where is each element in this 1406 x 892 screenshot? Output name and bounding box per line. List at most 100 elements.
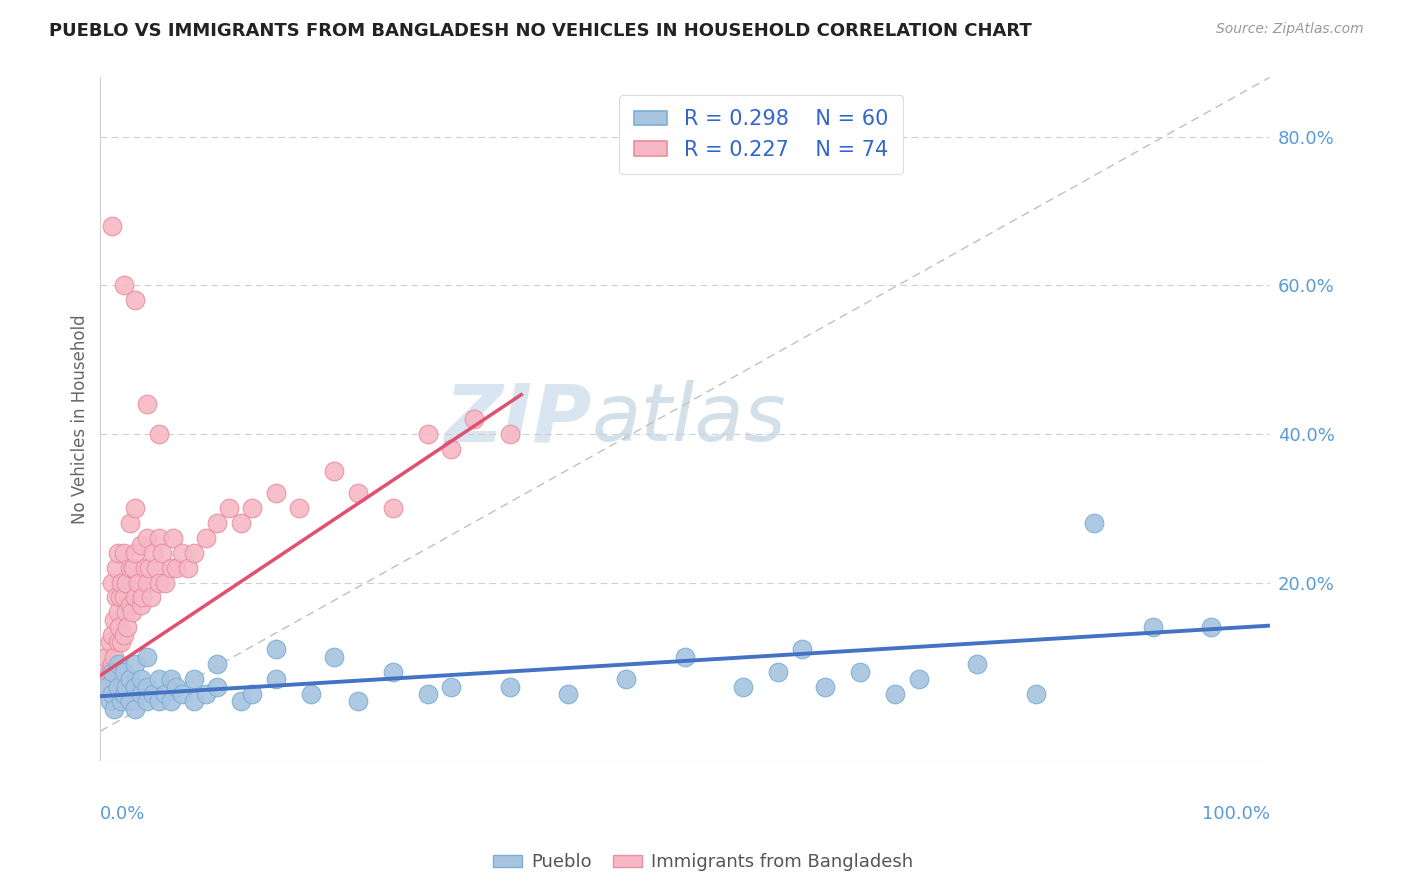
Point (229, 516, 252, 530)
Point (134, 560, 156, 574)
Point (966, 657, 988, 672)
Point (240, 501, 263, 516)
Point (129, 598, 152, 612)
Point (118, 694, 141, 708)
Point (110, 591, 132, 605)
Point (264, 486, 287, 500)
Point (136, 680, 159, 694)
Point (136, 575, 159, 590)
Point (1025, 687, 1047, 701)
Point (153, 575, 176, 590)
Point (124, 501, 146, 516)
Point (673, 649, 696, 664)
Point (96, 649, 118, 664)
Point (346, 694, 368, 708)
Point (129, 538, 152, 552)
Point (124, 680, 146, 694)
Point (207, 680, 229, 694)
Point (150, 546, 173, 560)
Point (122, 560, 145, 574)
Point (124, 546, 146, 560)
Point (159, 560, 181, 574)
Point (112, 278, 135, 293)
Point (416, 427, 439, 442)
Text: PUEBLO VS IMMIGRANTS FROM BANGLADESH NO VEHICLES IN HOUSEHOLD CORRELATION CHART: PUEBLO VS IMMIGRANTS FROM BANGLADESH NO … (49, 22, 1032, 40)
Point (115, 575, 138, 590)
Point (124, 591, 146, 605)
Point (110, 575, 132, 590)
Point (381, 501, 404, 516)
Point (148, 531, 170, 545)
Point (142, 546, 165, 560)
Point (264, 642, 287, 657)
Point (112, 665, 135, 679)
Point (101, 219, 124, 233)
Point (107, 605, 129, 619)
Point (115, 680, 138, 694)
Point (1142, 620, 1164, 634)
Point (101, 665, 124, 679)
Point (165, 560, 187, 574)
Legend: Pueblo, Immigrants from Bangladesh: Pueblo, Immigrants from Bangladesh (485, 847, 921, 879)
Point (183, 546, 205, 560)
Point (127, 575, 149, 590)
Point (346, 486, 368, 500)
Point (172, 546, 194, 560)
Point (112, 687, 135, 701)
Point (814, 680, 837, 694)
Point (148, 575, 170, 590)
Point (101, 575, 124, 590)
Point (118, 598, 141, 612)
Point (194, 531, 217, 545)
Point (118, 516, 141, 530)
Point (107, 657, 129, 672)
Point (98, 635, 121, 649)
Point (104, 591, 127, 605)
Text: atlas: atlas (592, 380, 786, 458)
Point (323, 464, 346, 478)
Point (299, 687, 322, 701)
Point (229, 694, 252, 708)
Point (148, 672, 170, 686)
Point (162, 531, 184, 545)
Point (124, 702, 146, 716)
Point (240, 687, 263, 701)
Point (218, 501, 240, 516)
Point (136, 531, 159, 545)
Point (165, 680, 187, 694)
Point (118, 672, 141, 686)
Point (207, 516, 229, 530)
Point (145, 560, 167, 574)
Point (110, 694, 132, 708)
Point (131, 591, 153, 605)
Point (124, 657, 146, 672)
Point (884, 687, 907, 701)
Point (498, 427, 520, 442)
Legend: R = 0.298    N = 60, R = 0.227    N = 74: R = 0.298 N = 60, R = 0.227 N = 74 (619, 95, 903, 174)
Point (172, 687, 194, 701)
Point (139, 591, 162, 605)
Point (118, 560, 141, 574)
Point (107, 635, 129, 649)
Point (136, 397, 159, 411)
Point (101, 687, 124, 701)
Point (616, 672, 638, 686)
Y-axis label: No Vehicles in Household: No Vehicles in Household (72, 314, 89, 524)
Point (103, 649, 125, 664)
Point (768, 665, 790, 679)
Point (557, 687, 579, 701)
Point (136, 649, 159, 664)
Point (129, 672, 152, 686)
Point (159, 672, 181, 686)
Point (148, 694, 170, 708)
Point (207, 657, 229, 672)
Point (104, 560, 127, 574)
Point (153, 687, 176, 701)
Point (107, 546, 129, 560)
Point (849, 665, 872, 679)
Point (98, 694, 121, 708)
Point (107, 680, 129, 694)
Point (142, 687, 165, 701)
Point (129, 687, 152, 701)
Point (97, 672, 120, 686)
